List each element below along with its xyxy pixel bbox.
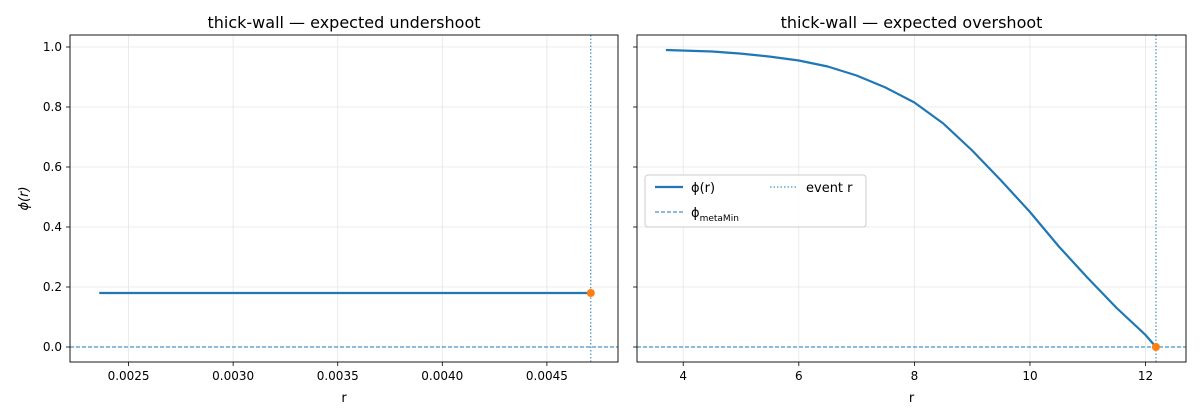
x-tick-label: 0.0025 xyxy=(108,369,150,383)
x-tick-label: 12 xyxy=(1138,369,1153,383)
chart-title: thick-wall — expected overshoot xyxy=(781,13,1043,32)
event-point xyxy=(1151,343,1160,351)
x-tick-label: 4 xyxy=(679,369,687,383)
x-axis-label: r xyxy=(909,391,915,406)
axes-frame xyxy=(69,34,619,363)
legend-label: ϕ(r) xyxy=(691,181,715,196)
x-tick-label: 8 xyxy=(911,369,919,383)
event-point xyxy=(586,289,595,297)
x-tick-label: 6 xyxy=(795,369,803,383)
x-tick-label: 0.0035 xyxy=(317,369,359,383)
legend-label: event r xyxy=(806,181,853,196)
x-tick-label: 0.0030 xyxy=(212,369,254,383)
y-tick-label: 0.0 xyxy=(43,340,62,354)
y-axis-label: ϕ(r) xyxy=(17,186,32,210)
y-tick-label: 0.4 xyxy=(43,220,62,234)
x-axis-label: r xyxy=(341,391,347,406)
chart-panel-1: 0.0025 0.0030 0.0035 0.0040 0.0045 0.0 0.2 0.4 0… xyxy=(17,13,619,406)
legend-label-subscript: metaMin xyxy=(700,214,739,224)
x-tick-label: 10 xyxy=(1022,369,1037,383)
y-tick-label: 0.8 xyxy=(43,100,62,114)
axes-frame xyxy=(636,34,1187,363)
phi-curve xyxy=(665,48,1157,348)
y-tick-label: 0.2 xyxy=(43,280,62,294)
chart-panel-2: 4 6 8 10 12 thick-wall — expected overshoot r ϕ… xyxy=(633,13,1187,406)
x-tick-label: 0.0040 xyxy=(421,369,463,383)
chart-title: thick-wall — expected undershoot xyxy=(207,13,480,32)
legend-box xyxy=(644,174,867,228)
y-tick-label: 0.6 xyxy=(43,160,62,174)
x-tick-label: 0.0045 xyxy=(526,369,568,383)
y-tick-label: 1.0 xyxy=(43,40,62,54)
